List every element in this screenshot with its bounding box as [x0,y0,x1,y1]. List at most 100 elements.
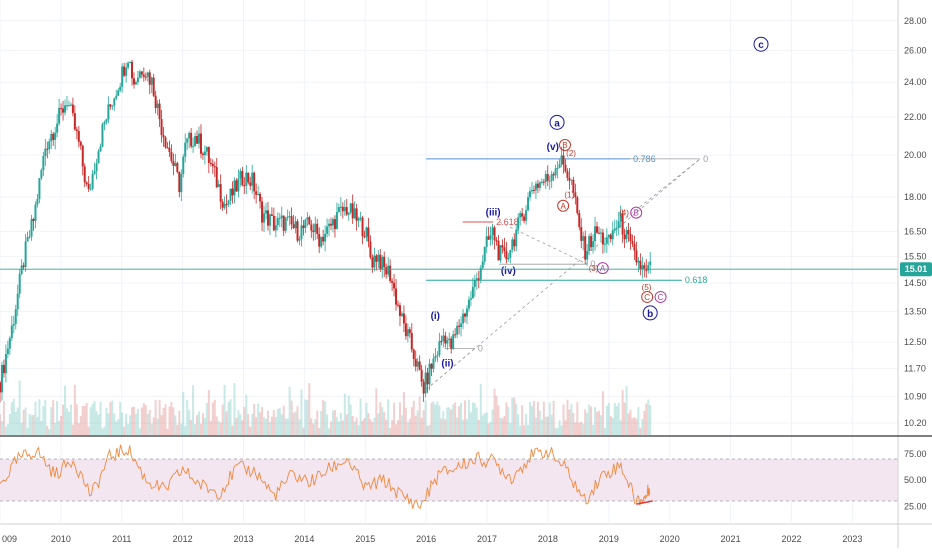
volume-bar [274,417,277,435]
candle-body [32,219,35,221]
volume-bar [495,396,498,435]
volume-bar [278,407,281,435]
volume-bar [237,410,240,435]
candle-body [552,174,555,176]
volume-bar [611,417,614,435]
candle-body [0,382,1,393]
candle-body [322,236,325,242]
candle-body [28,236,31,238]
volume-bar [519,425,522,435]
candle-body [621,213,624,235]
volume-bar [385,419,388,435]
volume-bar [160,415,163,435]
candle-body [328,223,331,227]
volume-bar [438,405,441,435]
volume-bar [67,411,70,435]
candle-body [367,227,370,242]
candle-body [127,62,130,68]
volume-bar [85,403,88,435]
candle-body [154,95,157,108]
volume-bar [32,414,35,435]
candle-body [225,203,228,205]
candle-body [18,273,21,294]
candle-body [493,227,496,241]
candle-body [523,216,526,221]
candle-body [536,183,539,188]
last-price-label: 15.01 [905,264,928,274]
candle-body [530,189,533,192]
volume-bar [60,416,63,435]
candle-body [444,335,447,344]
volume-bar [430,402,433,435]
candle-body [558,164,561,168]
candle-body [134,82,137,85]
wave-circle [654,290,667,303]
volume-bar [426,426,429,435]
wave-trendlines [425,158,701,390]
candle-body [241,171,244,186]
price-tick-label: 10.90 [904,392,927,402]
candle-body [312,230,315,233]
candle-body [164,137,167,148]
volume-bar [324,401,327,435]
candle-body [144,76,147,78]
volume-bar [87,426,90,435]
candle-body [489,234,492,240]
candle-body [519,213,522,218]
candle-body [475,278,478,281]
candle-body [221,201,224,208]
candle-body [432,358,435,369]
volume-bar [44,399,47,435]
volume-bar [422,410,425,435]
wave-label: (4) [619,209,629,218]
volume-bar [243,406,246,435]
volume-bar [452,404,455,435]
candle-body [166,147,169,149]
volume-bar [473,403,476,435]
candle-body [529,191,532,198]
volume-bar [367,413,370,435]
volume-bar [192,385,195,435]
rsi-tick-label: 50.00 [904,475,927,485]
volume-bar [312,423,315,435]
candle-body [30,219,33,237]
volume-bar [178,410,181,435]
volume-bar [475,407,478,435]
volume-bar [125,413,128,435]
volume-bar [511,397,514,435]
volume-bar [316,410,319,435]
candle-body [60,107,63,109]
time-tick-label: 2012 [173,534,193,544]
volume-bar [75,404,78,435]
volume-bar [402,391,405,435]
volume-bar [296,406,299,435]
candle-body [582,236,585,241]
price-tick-label: 24.00 [904,77,927,87]
volume-bar [2,401,5,435]
volume-bar [546,416,549,435]
candle-body [617,221,620,228]
volume-bar [16,407,19,435]
candle-body [458,325,461,328]
volume-bar [56,400,59,435]
volume-bar [22,409,25,435]
volume-bar [113,413,116,435]
volume-bar [276,408,279,435]
candle-body [73,113,76,130]
volume-bar [588,404,591,435]
volume-bar [203,417,206,435]
candle-body [601,232,604,245]
volume-bar [322,399,325,435]
candle-body [81,145,84,167]
volume-bar [428,424,431,435]
wave-labels: a(v) B(2)(1)A(iii)(iv)(i)(ii)(3) A(4) B(5)C… [431,36,769,369]
candle-body [263,213,266,223]
candle-body [383,256,386,268]
candle-body [377,254,380,262]
volume-bar [318,428,321,435]
candle-body [462,313,465,324]
wave-label: (5) [642,283,652,292]
volume-bar [521,405,524,435]
volume-bar [442,411,445,435]
